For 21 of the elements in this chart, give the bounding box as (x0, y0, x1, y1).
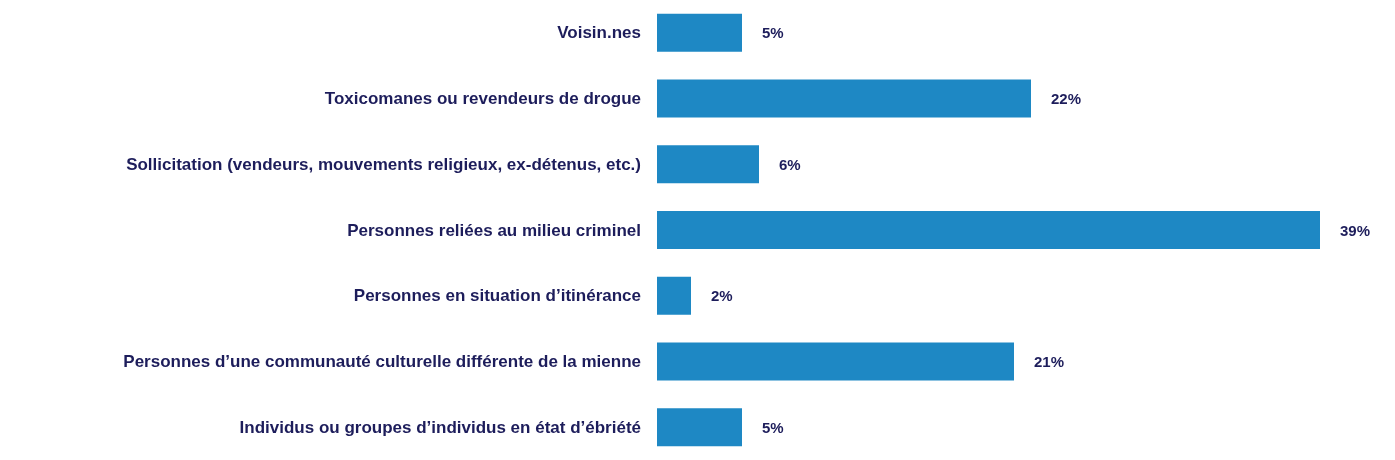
data-label: 22% (1051, 90, 1082, 108)
y-tick-label: Voisin.nes (557, 23, 641, 43)
y-tick-label: Toxicomanes ou revendeurs de drogue (324, 89, 641, 109)
data-label: 2% (711, 287, 733, 305)
bar (657, 342, 1014, 381)
bar (657, 408, 742, 447)
y-tick-label: Personnes reliées au milieu criminel (347, 220, 641, 240)
y-tick-label: Individus ou groupes d’individus en état d’ébriété (239, 417, 641, 437)
bar (657, 13, 742, 52)
data-label: 5% (762, 24, 784, 42)
data-label: 39% (1340, 221, 1371, 239)
y-tick-label: Sollicitation (vendeurs, mouvements religieux, ex-détenus, etc.) (126, 154, 641, 174)
bar (657, 276, 691, 315)
data-label: 21% (1034, 352, 1065, 370)
bar (657, 145, 759, 184)
bar (657, 211, 1320, 249)
y-tick-label: Personnes en situation d’itinérance (353, 286, 641, 306)
data-label: 5% (762, 418, 784, 436)
y-tick-label: Personnes d’une communauté culturelle différente de la mienne (123, 351, 641, 371)
bar (657, 79, 1031, 118)
data-label: 6% (779, 155, 801, 173)
